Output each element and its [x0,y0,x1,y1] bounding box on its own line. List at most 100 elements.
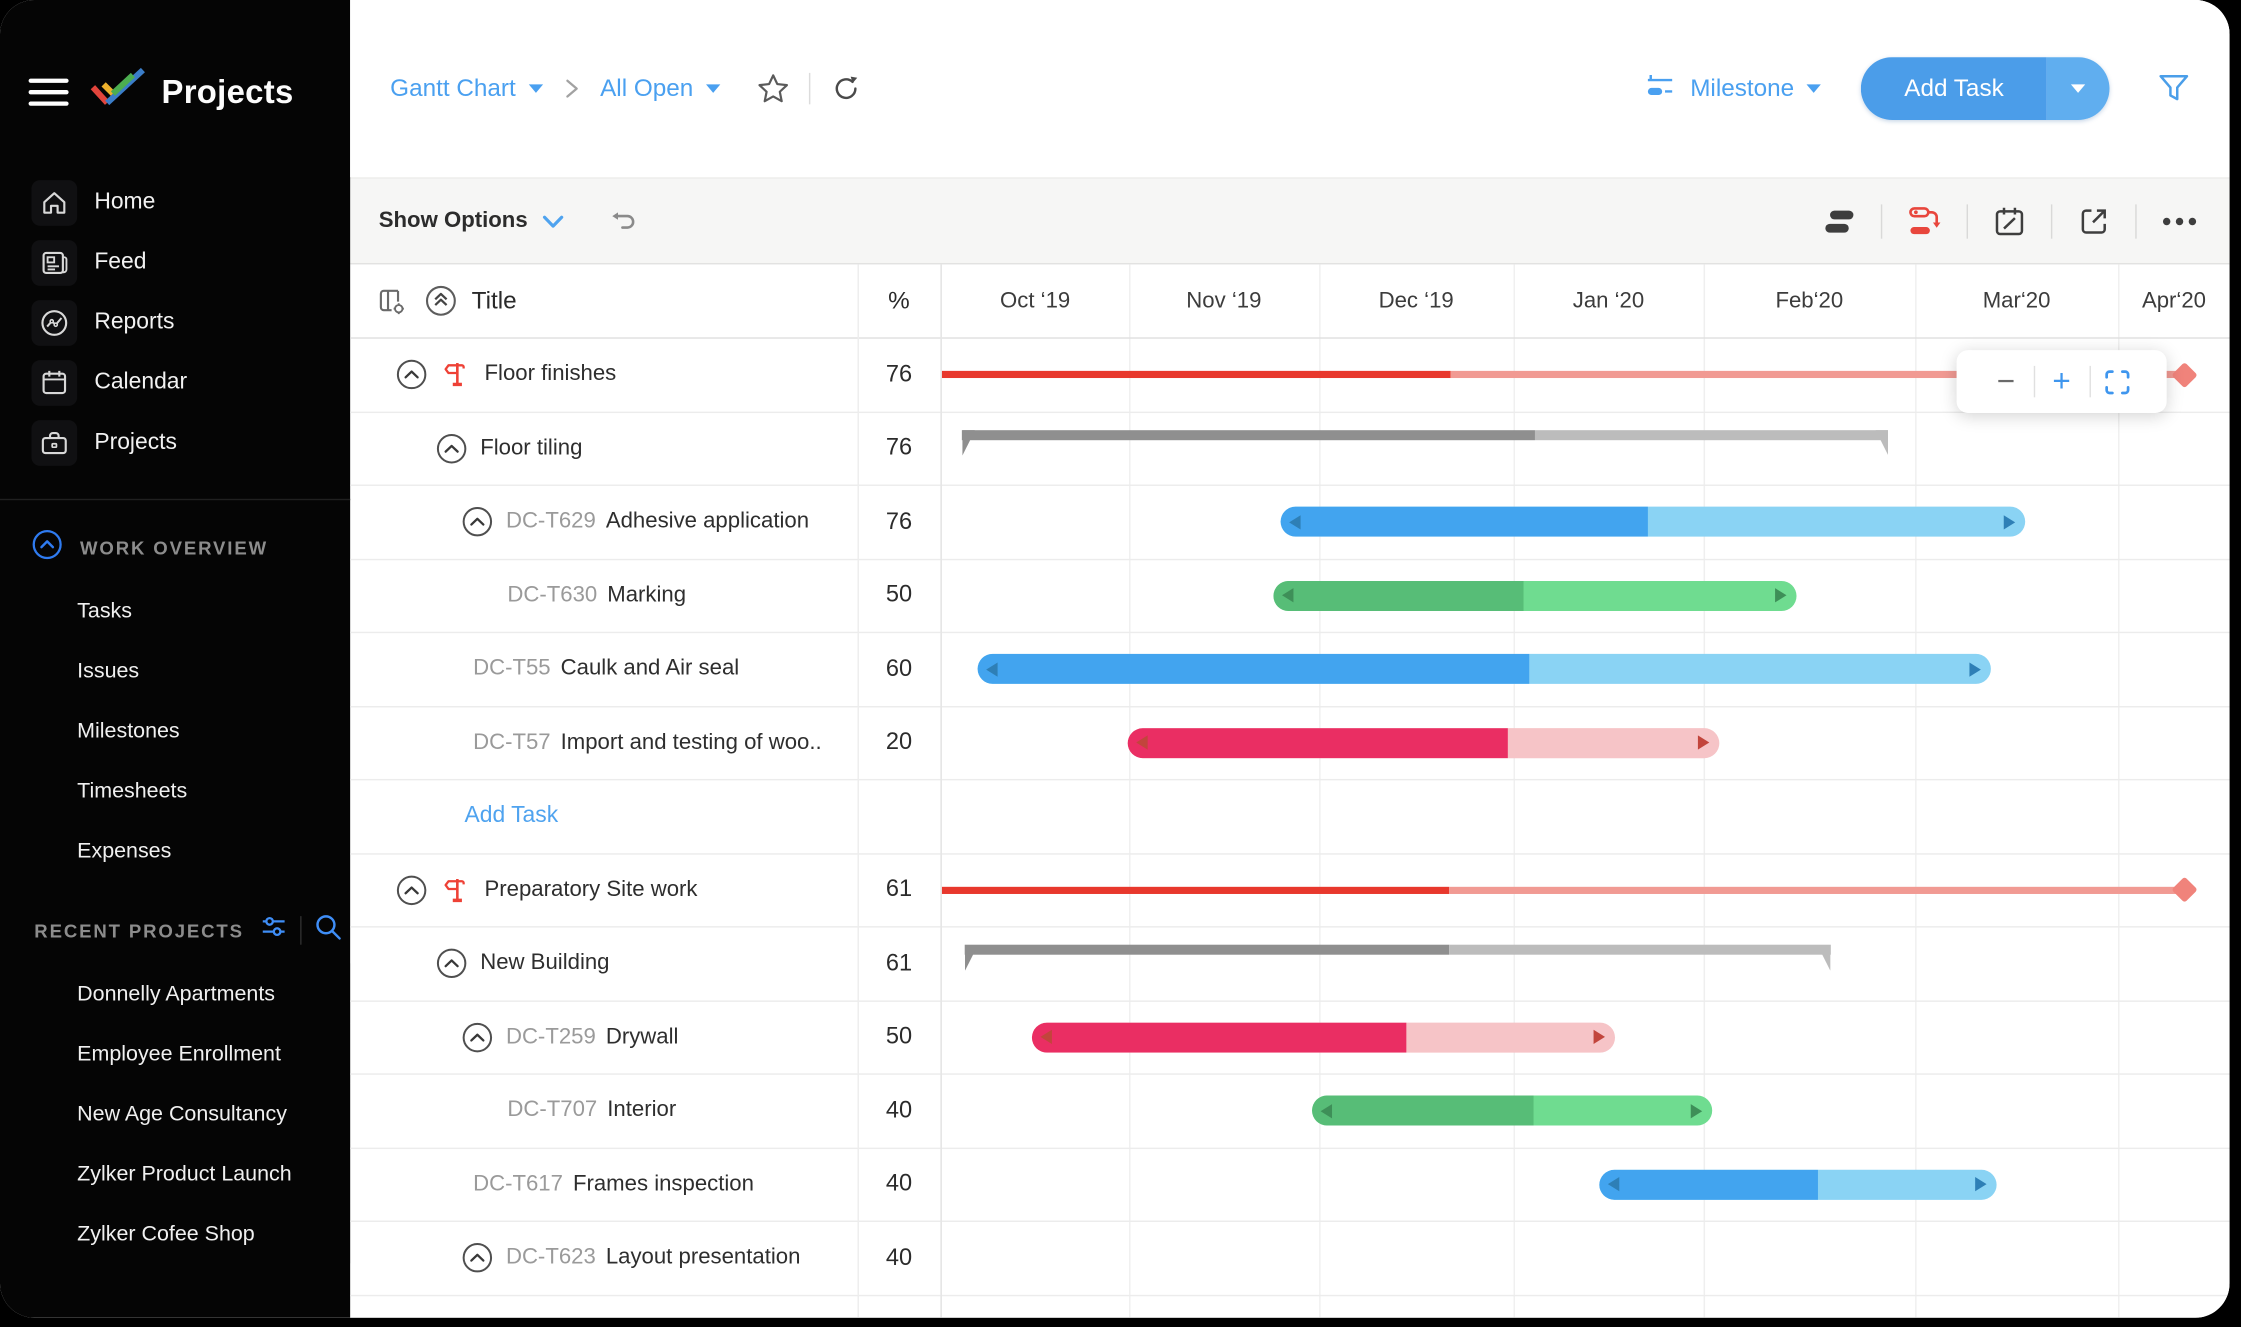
recent-project-item[interactable]: Employee Enrollment [0,1023,351,1084]
view-selector-label[interactable]: Milestone [1690,74,1795,102]
breadcrumb-label[interactable]: Gantt Chart [390,74,516,102]
favorite-star-icon[interactable] [758,73,789,104]
calendar-slash-icon[interactable] [1992,204,2026,238]
task-bar[interactable] [1127,727,1720,758]
fullscreen-icon[interactable] [2077,204,2111,238]
view-selector[interactable]: Milestone [1642,68,1822,109]
sidebar-item-projects[interactable]: Projects [0,413,350,473]
percent-column-header[interactable]: % [888,286,910,314]
bar-arrow-left-icon[interactable] [1040,1030,1052,1045]
task-bar[interactable] [977,654,1992,685]
filter-funnel-icon[interactable] [2155,70,2192,107]
row-collapse-chevron-icon[interactable] [396,359,427,390]
sidebar-item-timesheets[interactable]: Timesheets [0,760,350,820]
bar-arrow-right-icon[interactable] [1690,1103,1702,1118]
fit-screen-icon[interactable] [2096,367,2139,397]
recent-project-item[interactable]: Zylker Cofee Shop [0,1203,351,1264]
bar-arrow-left-icon[interactable] [1135,735,1148,750]
rows-icon[interactable] [1822,204,1856,238]
task-bar[interactable] [1272,580,1797,611]
task-bar[interactable] [1031,1022,1616,1053]
collapse-all-icon[interactable] [424,284,457,317]
breadcrumb-label[interactable]: All Open [600,74,694,102]
milestone-line-progress[interactable] [941,371,1451,379]
gantt-table-row[interactable]: DC-T629 Adhesive application 76 [350,486,941,560]
milestone-line-remaining[interactable] [1449,886,2185,894]
milestone-line-progress[interactable] [941,886,1450,894]
task-bar[interactable] [1280,507,2025,538]
percent-value: 50 [885,582,913,608]
recent-project-item[interactable]: New Age Consultancy [0,1083,351,1144]
refresh-icon[interactable] [830,73,861,104]
gantt-table-row[interactable]: Floor tiling 76 [350,412,941,486]
row-collapse-chevron-icon[interactable] [462,1022,493,1053]
zoom-in-button[interactable]: + [2052,363,2071,399]
gantt-table-row[interactable]: DC-T630 Marking 50 [350,560,941,634]
task-bar[interactable] [1311,1095,1712,1126]
sidebar-item-issues[interactable]: Issues [0,640,350,700]
row-collapse-chevron-icon[interactable] [462,506,493,537]
gantt-table-row[interactable]: Preparatory Site work 61 [350,854,941,928]
task-bar[interactable] [1599,1169,1997,1200]
gantt-table-row[interactable]: DC-T623 Layout presentation 40 [350,1222,941,1296]
zoom-out-button[interactable]: − [1996,363,2016,399]
gantt-table-row[interactable]: DC-T617 Frames inspection 40 [350,1148,941,1222]
dependency-icon[interactable] [1907,203,1943,239]
gantt-table-row[interactable]: DC-T259 Drywall 50 [350,1001,941,1075]
milestone-line-remaining[interactable] [1450,371,2185,379]
percent-cell: 40 [858,1148,941,1220]
bar-arrow-right-icon[interactable] [1969,662,1982,677]
milestone-diamond[interactable] [2172,876,2199,904]
gantt-table-row[interactable]: Floor finishes 76 [350,339,941,413]
sidebar-item-milestones[interactable]: Milestones [0,700,350,760]
app-logo[interactable]: Projects [89,63,294,122]
sidebar-item-calendar[interactable]: Calendar [0,353,350,413]
recent-project-item[interactable]: Donnelly Apartments [0,963,351,1024]
work-overview-header[interactable]: WORK OVERVIEW [0,523,350,572]
show-options-dropdown[interactable]: Show Options [379,208,566,234]
gantt-table-row[interactable]: DC-T707 Interior 40 [350,1075,941,1149]
sidebar-item-expenses[interactable]: Expenses [0,820,350,880]
summary-bar[interactable] [962,429,1889,459]
sidebar-item-reports[interactable]: Reports [0,293,350,353]
milestone-diamond[interactable] [2172,361,2199,388]
add-task-link[interactable]: Add Task [464,803,559,828]
sidebar-item-tasks[interactable]: Tasks [0,580,350,640]
add-task-split-button[interactable]: Add Task [1861,57,2110,121]
bar-arrow-left-icon[interactable] [1281,588,1293,603]
add-task-dropdown-button[interactable] [2046,57,2110,121]
breadcrumb-all-open[interactable]: All Open [600,74,721,103]
title-column-header[interactable]: Title [471,286,517,314]
chevron-up-circle-icon[interactable] [31,528,62,567]
gantt-table-row[interactable]: DC-T55 Caulk and Air seal 60 [350,633,941,707]
row-collapse-chevron-icon[interactable] [436,433,467,464]
recent-project-item[interactable]: Zylker Product Launch [0,1143,351,1204]
add-task-button[interactable]: Add Task [1861,57,2047,121]
summary-bar[interactable] [965,945,1831,974]
gantt-table-row[interactable]: New Building 61 [350,928,941,1002]
show-options-label[interactable]: Show Options [378,207,528,233]
bar-arrow-right-icon[interactable] [1975,1177,1987,1192]
more-icon[interactable] [2161,215,2198,226]
row-collapse-chevron-icon[interactable] [436,948,467,979]
bar-arrow-right-icon[interactable] [1775,588,1787,603]
bar-arrow-right-icon[interactable] [1593,1030,1606,1045]
bar-arrow-right-icon[interactable] [2003,514,2015,530]
hamburger-menu-icon[interactable] [28,71,69,112]
column-settings-icon[interactable] [376,285,407,316]
gantt-table-row[interactable]: DC-T57 Import and testing of woo.. 20 [350,707,941,781]
project-filter-icon[interactable] [258,912,288,949]
project-search-icon[interactable] [312,912,342,949]
sidebar-item-home[interactable]: Home [0,173,350,233]
undo-icon[interactable] [606,207,640,236]
gantt-table-row[interactable]: Add Task [350,780,941,854]
row-collapse-chevron-icon[interactable] [396,874,427,905]
row-collapse-chevron-icon[interactable] [462,1242,493,1273]
bar-arrow-left-icon[interactable] [1289,514,1301,530]
bar-arrow-left-icon[interactable] [1319,1103,1332,1118]
bar-arrow-left-icon[interactable] [1608,1177,1620,1192]
bar-arrow-right-icon[interactable] [1698,735,1710,750]
sidebar-item-feed[interactable]: Feed [0,233,350,293]
breadcrumb-gantt-chart[interactable]: Gantt Chart [390,74,543,103]
bar-arrow-left-icon[interactable] [986,662,998,677]
